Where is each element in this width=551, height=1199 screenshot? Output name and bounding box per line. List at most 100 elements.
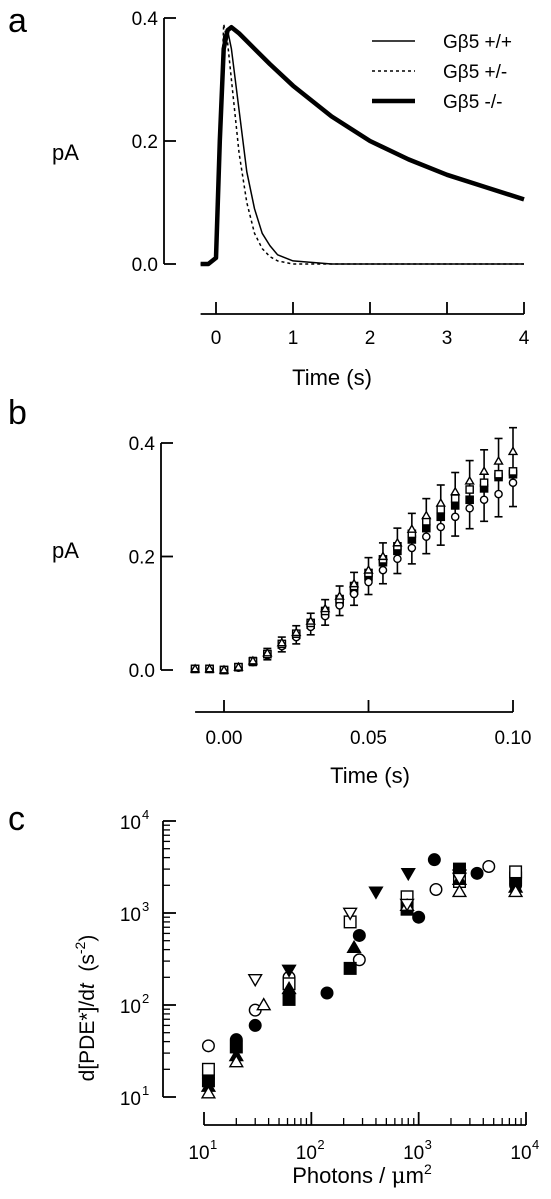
panel-a-x-tick-label: 2 xyxy=(365,328,376,349)
panel-b-point-s3 xyxy=(291,627,302,637)
panel-b-point-s3 xyxy=(435,497,446,507)
panel-c-point-open-down-triangle xyxy=(399,898,415,912)
panel-c-ylabel-italic: t xyxy=(76,982,99,989)
panel-c-x-tick-label: 10 xyxy=(403,1143,424,1164)
panel-b-point-s3 xyxy=(464,475,475,485)
panel-c-ylabel-power: -2 xyxy=(72,941,88,954)
panel-a-y-tick-label: 0.4 xyxy=(132,9,159,30)
panel-b-point-s2 xyxy=(465,485,474,494)
panel-b-point-s3 xyxy=(218,664,230,674)
panel-b-point-s3 xyxy=(276,637,287,647)
panel-c-x-tick-label: 10 xyxy=(296,1143,317,1164)
panel-c-ylabel-close: ) xyxy=(76,935,99,942)
panel-c-x-tick-exponent: 2 xyxy=(317,1137,324,1152)
legend-label-het: Gβ5 +/- xyxy=(443,62,507,83)
panel-c-y-tick-label: 10 xyxy=(120,997,141,1018)
panel-label-a: a xyxy=(8,2,27,40)
panel-b-point-s2 xyxy=(436,505,446,514)
panel-b-point-s3 xyxy=(348,578,360,588)
panel-b-point-s3 xyxy=(478,466,490,475)
panel-c-point-open-square xyxy=(201,1062,215,1076)
panel-a-xlabel: Time (s) xyxy=(292,365,372,390)
panel-b-point-s1 xyxy=(479,495,489,505)
panel-b-point-s3 xyxy=(189,663,201,673)
panel-c-y-tick-label: 10 xyxy=(120,813,141,834)
panel-c-x-tick-exponent: 3 xyxy=(425,1137,432,1152)
panel-c-point-open-triangle xyxy=(228,1054,244,1068)
panel-a-traces xyxy=(200,23,525,267)
panel-b-chart: pA Time (s) 0.0 0.2 0.4 0.00 0.05 0.10 xyxy=(52,426,532,788)
panel-b-point-s1 xyxy=(349,589,359,599)
panel-c-y-tick-label: 10 xyxy=(120,1089,141,1110)
panel-c-ylabel: d[PDE*]/dt (s-2) xyxy=(72,935,99,1082)
panel-c-point-filled-circle xyxy=(352,928,366,942)
panel-c-point-open-triangle xyxy=(256,997,272,1011)
panel-b-point-s0 xyxy=(465,495,474,505)
panel-a-x-tick-label: 1 xyxy=(288,328,299,349)
panel-c-point-open-square xyxy=(509,865,523,879)
panel-label-c: c xyxy=(8,800,25,838)
panel-b-markers xyxy=(189,426,519,675)
panel-b-point-s1 xyxy=(407,543,417,553)
panel-b-y-tick-label: 0.4 xyxy=(129,434,156,455)
panel-c-y-tick-exponent: 3 xyxy=(142,899,149,914)
panel-a-y-tick-label: 0.0 xyxy=(132,255,158,276)
panel-c-markers xyxy=(200,853,524,1099)
panel-c-point-filled-square xyxy=(282,992,296,1006)
panel-c-ylabel-unit: (s xyxy=(76,954,99,983)
panel-a-ylabel: pA xyxy=(52,140,79,165)
panel-c-x-tick-exponent: 4 xyxy=(532,1137,539,1152)
panel-b-point-s2 xyxy=(479,478,489,488)
panel-c-point-open-circle xyxy=(201,1039,215,1053)
panel-c-y-tick-exponent: 4 xyxy=(142,807,149,822)
panel-c-point-open-triangle xyxy=(451,884,468,898)
panel-c-point-filled-circle xyxy=(470,866,484,880)
panel-b-point-s2 xyxy=(508,467,518,476)
panel-b-point-s1 xyxy=(494,489,503,499)
panel-c-point-open-triangle xyxy=(508,884,524,898)
panel-b-point-s1 xyxy=(364,577,373,587)
panel-b-point-s3 xyxy=(406,523,418,533)
panel-b-point-s0 xyxy=(436,512,446,522)
panel-b-point-s2 xyxy=(494,469,503,479)
panel-c-point-filled-circle xyxy=(320,986,334,1000)
legend-label-ko: Gβ5 -/- xyxy=(443,92,503,113)
panel-c-xlabel-power: 2 xyxy=(424,1161,432,1177)
panel-b-axes: 0.0 0.2 0.4 0.00 0.05 0.10 xyxy=(129,434,532,749)
panel-b-y-tick-label: 0.2 xyxy=(129,548,155,569)
panel-c-point-filled-square xyxy=(343,961,357,975)
panel-b-point-s3 xyxy=(507,446,519,456)
panel-b-point-s3 xyxy=(450,486,461,496)
panel-a-trace-1 xyxy=(200,23,524,265)
panel-c-ylabel-text: d[PDE*]/d xyxy=(76,989,99,1081)
legend-label-wt: Gβ5 +/+ xyxy=(443,32,512,53)
panel-c-xlabel-greek: μ xyxy=(391,1164,405,1189)
panel-c-x-tick-exponent: 1 xyxy=(210,1137,217,1152)
panel-b-point-s3 xyxy=(334,590,345,600)
panel-c-point-open-down-triangle xyxy=(247,974,263,988)
panel-a-x-tick-label: 0 xyxy=(211,328,222,349)
panel-c-x-tick-label: 10 xyxy=(510,1143,531,1164)
panel-b-point-s1 xyxy=(436,522,446,532)
panel-b-point-s1 xyxy=(465,503,474,513)
panel-b-point-s3 xyxy=(421,510,432,520)
panel-a-legend: Gβ5 +/+ Gβ5 +/- Gβ5 -/- xyxy=(372,32,512,113)
panel-a-chart: pA Time (s) 0.0 0.2 0.4 0 1 2 3 4 Gβ5 +/+ Gβ5 +… xyxy=(52,9,530,390)
panel-b-point-s1 xyxy=(508,478,518,488)
panel-c-point-filled-down-triangle xyxy=(368,886,384,900)
panel-c-point-filled-triangle xyxy=(281,981,297,995)
panel-a-x-tick-label: 3 xyxy=(442,328,453,349)
panel-b-ylabel: pA xyxy=(52,538,79,563)
panel-b-point-s3 xyxy=(392,537,403,547)
panel-b-point-s3 xyxy=(363,564,374,574)
panel-b-x-tick-label: 0.10 xyxy=(495,728,532,749)
panel-c-point-filled-down-triangle xyxy=(281,964,297,978)
panel-c-xlabel-text: Photons / xyxy=(292,1163,391,1188)
panel-c-x-tick-label: 10 xyxy=(188,1143,209,1164)
panel-c-point-open-down-triangle xyxy=(342,907,358,921)
panel-c-point-filled-triangle xyxy=(346,939,362,954)
panel-c-xlabel: Photons / μm2 xyxy=(292,1161,432,1189)
panel-c-point-filled-circle xyxy=(412,910,426,924)
